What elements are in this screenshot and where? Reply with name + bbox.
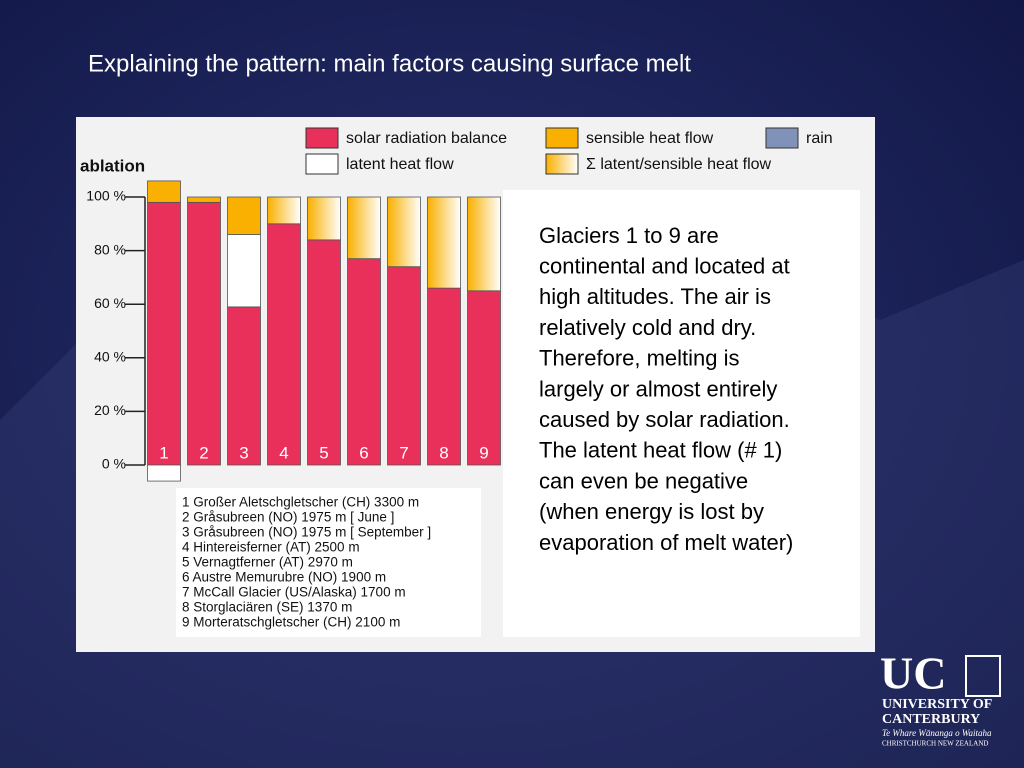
text-box-line: Glaciers 1 to 9 are [539,223,719,248]
glacier-list-item: 9 Morteratschgletscher (CH) 2100 m [182,615,400,630]
legend-label: sensible heat flow [586,130,714,147]
glacier-list-item: 1 Großer Aletschgletscher (CH) 3300 m [182,495,419,510]
bar-segment [347,196,381,260]
logo-line2: CANTERBURY [882,712,980,727]
bar-segment [467,196,501,292]
bar-segment [267,223,301,466]
bar-segment [187,201,221,466]
logo-line1: UNIVERSITY OF [882,697,992,712]
bar-segment [227,234,261,308]
bar-segment [187,196,221,203]
glacier-list-item: 8 Storglaciären (SE) 1370 m [182,600,352,615]
category-label: 8 [439,443,448,462]
glacier-list-item: 6 Austre Memurubre (NO) 1900 m [182,570,386,585]
y-tick-label: 100 % [86,188,126,204]
legend-label: latent heat flow [346,156,454,173]
category-label: 6 [359,443,368,462]
bar-segment [147,180,181,203]
bar-segment [147,464,181,482]
legend-label: Σ latent/sensible heat flow [586,156,772,173]
bar-segment [267,196,301,225]
bar-segment [307,239,341,466]
text-box-line: evaporation of melt water) [539,530,793,555]
text-box-line: caused by solar radiation. [539,407,790,432]
legend-label: rain [806,130,833,147]
text-box-lines: Glaciers 1 to 9 are continental and locat… [539,223,793,555]
logo: UC UNIVERSITY OF CANTERBURY Te Whare Wān… [880,648,1001,748]
y-tick-label: 20 % [94,402,126,418]
logo-crest [965,655,1001,697]
glacier-list-item: 2 Gråsubreen (NO) 1975 m [ June ] [182,510,394,525]
bar-segment [227,306,261,466]
legend-swatch [765,127,799,149]
y-tick-label: 40 % [94,349,126,365]
y-tick-label: 80 % [94,241,126,257]
category-label: 5 [319,443,328,462]
bar-segment [147,201,181,466]
text-box-line: (when energy is lost by [539,499,764,524]
logo-place: CHRISTCHURCH NEW ZEALAND [882,740,988,748]
text-box-line: largely or almost entirely [539,376,777,401]
logo-motto: Te Whare Wānanga o Waitaha [882,728,992,738]
bar-segment [347,258,381,466]
bar-segment [427,287,461,466]
glacier-list-box [176,488,481,637]
bar-segment [427,196,461,289]
category-label: 3 [239,443,248,462]
glacier-list-item: 4 Hintereisferner (AT) 2500 m [182,540,360,555]
glacier-list-item: 7 McCall Glacier (US/Alaska) 1700 m [182,585,406,600]
bar-segment [387,196,421,268]
category-label: 1 [159,443,168,462]
y-tick-label: 0 % [102,456,126,472]
legend-swatch [545,127,579,149]
text-box-line: can even be negative [539,468,748,493]
text-box-line: high altitudes. The air is [539,284,771,309]
category-label: 2 [199,443,208,462]
slide-title: Explaining the pattern: main factors cau… [88,50,691,77]
y-tick-label: 60 % [94,295,126,311]
bar-segment [307,196,341,241]
category-label: 9 [479,443,488,462]
logo-mark: UC [880,648,946,699]
text-box-line: Therefore, melting is [539,346,740,371]
glacier-list-item: 5 Vernagtferner (AT) 2970 m [182,555,353,570]
legend-label: solar radiation balance [346,130,507,147]
bar-segment [387,266,421,466]
text-box-line: relatively cold and dry. [539,315,756,340]
bar-segment [467,290,501,466]
text-box [503,190,860,637]
text-box-line: continental and located at [539,254,790,279]
glacier-list-item: 3 Gråsubreen (NO) 1975 m [ September ] [182,525,431,540]
legend-swatch [545,153,579,175]
category-label: 7 [399,443,408,462]
y-axis-label: ablation [80,156,145,175]
glacier-list: 1 Großer Aletschgletscher (CH) 3300 m2 G… [182,495,431,630]
legend-swatch [305,127,339,149]
bar-segment [227,196,261,235]
legend-swatch [305,153,339,175]
category-label: 4 [279,443,288,462]
text-box-line: The latent heat flow (# 1) [539,438,782,463]
